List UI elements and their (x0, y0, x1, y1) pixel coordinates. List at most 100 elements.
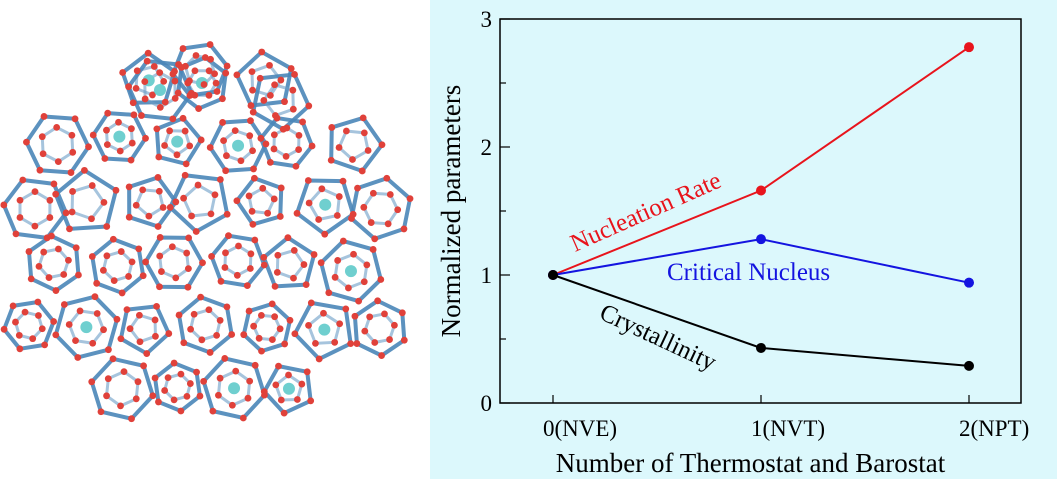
oxygen-atom (256, 74, 264, 82)
oxygen-atom (207, 55, 214, 63)
oxygen-atom (103, 126, 110, 134)
oxygen-atom (342, 127, 350, 135)
bond (275, 248, 306, 280)
oxygen-atom (177, 407, 185, 415)
oxygen-atom (361, 327, 369, 335)
oxygen-atom (175, 61, 182, 68)
chart-panel: 0 1 2 3 0(NVE) 1(NVT) 2(NPT) Number of Thermost… (430, 0, 1057, 479)
oxygen-atom (132, 395, 140, 403)
oxygen-atom (125, 183, 133, 191)
oxygen-atom (65, 256, 72, 264)
oxygen-atom (126, 325, 134, 333)
oxygen-atom (250, 322, 258, 330)
oxygen-atom (72, 337, 79, 345)
oxygen-atom (216, 316, 224, 324)
oxygen-atom (349, 156, 356, 163)
oxygen-atom (378, 141, 386, 149)
oxygen-atom (276, 325, 284, 333)
y-tick-label: 1 (481, 263, 493, 288)
oxygen-atom (271, 112, 279, 119)
oxygen-atom (347, 340, 355, 348)
oxygen-atom (125, 213, 133, 221)
bond-layer (1, 42, 413, 421)
oxygen-atom (369, 246, 377, 253)
oxygen-atom (40, 113, 48, 120)
y-tick-label: 3 (481, 7, 493, 32)
oxygen-atom (386, 336, 393, 343)
oxygen-atom (206, 41, 214, 48)
oxygen-atom (185, 234, 193, 242)
oxygen-atom (279, 125, 287, 133)
series-label: Crystallinity (595, 299, 720, 377)
oxygen-atom (143, 57, 151, 65)
oxygen-atom (305, 102, 313, 110)
oxygen-atom (359, 114, 367, 122)
oxygen-atom (272, 381, 280, 389)
oxygen-atom (170, 359, 178, 367)
oxygen-atom (93, 310, 101, 317)
oxygen-atom (180, 194, 187, 202)
x-axis-label: Number of Thermostat and Barostat (556, 448, 946, 478)
oxygen-atom (211, 70, 218, 78)
oxygen-atom (125, 273, 132, 280)
oxygen-atom (367, 219, 375, 226)
oxygen-atom (244, 394, 252, 402)
oxygen-atom (273, 268, 281, 276)
oxygen-atom (331, 273, 339, 281)
oxygen-atom (88, 253, 96, 260)
oxygen-atom (155, 187, 163, 195)
oxygen-atom (88, 215, 95, 223)
oxygen-atom (299, 118, 307, 126)
oxygen-atom (54, 158, 62, 165)
oxygen-atom (93, 279, 101, 287)
oxygen-atom (378, 352, 385, 359)
oxygen-atom (184, 265, 192, 273)
oxygen-atom (172, 274, 180, 282)
oxygen-atom (247, 250, 255, 258)
oxygen-atom (109, 355, 117, 363)
oxygen-atom (213, 331, 221, 339)
oxygen-atom (333, 212, 341, 219)
oxygen-atom (291, 330, 299, 338)
oxygen-atom (364, 147, 372, 154)
oxygen-atom (81, 166, 88, 174)
oxygen-atom (384, 220, 392, 228)
oxygen-atom (132, 84, 140, 92)
oxygen-atom (153, 125, 161, 133)
oxygen-atom (348, 215, 355, 222)
oxygen-atom (88, 182, 96, 189)
oxygen-atom (371, 235, 379, 243)
oxygen-atom (104, 109, 112, 117)
oxygen-atom (181, 171, 189, 179)
oxygen-atom (271, 313, 279, 321)
oxygen-atom (85, 143, 92, 151)
oxygen-atom (289, 105, 297, 113)
oxygen-atom (156, 234, 164, 241)
oxygen-atom (45, 274, 53, 281)
oxygen-atom (223, 210, 231, 218)
bond (234, 176, 284, 227)
oxygen-atom (128, 415, 135, 423)
oxygen-atom (155, 398, 162, 406)
oxygen-atom (220, 137, 227, 145)
oxygen-atom (197, 293, 205, 301)
oxygen-atom (103, 392, 110, 400)
oxygen-atom (100, 199, 108, 206)
oxygen-atom (186, 92, 194, 99)
oxygen-atom (140, 362, 147, 370)
oxygen-atom (125, 83, 133, 91)
oxygen-atom (264, 209, 272, 217)
oxygen-atom (339, 177, 347, 185)
oxygen-atom (34, 298, 42, 306)
oxygen-atom (205, 91, 213, 99)
oxygen-atom (353, 340, 361, 347)
bond (292, 300, 353, 361)
bond (2, 299, 56, 351)
oxygen-atom (182, 62, 189, 70)
oxygen-atom (249, 108, 257, 116)
oxygen-atom (258, 347, 265, 355)
data-point (756, 185, 766, 196)
oxygen-atom (15, 331, 23, 339)
oxygen-atom (109, 235, 117, 243)
oxygen-atom (246, 265, 254, 272)
